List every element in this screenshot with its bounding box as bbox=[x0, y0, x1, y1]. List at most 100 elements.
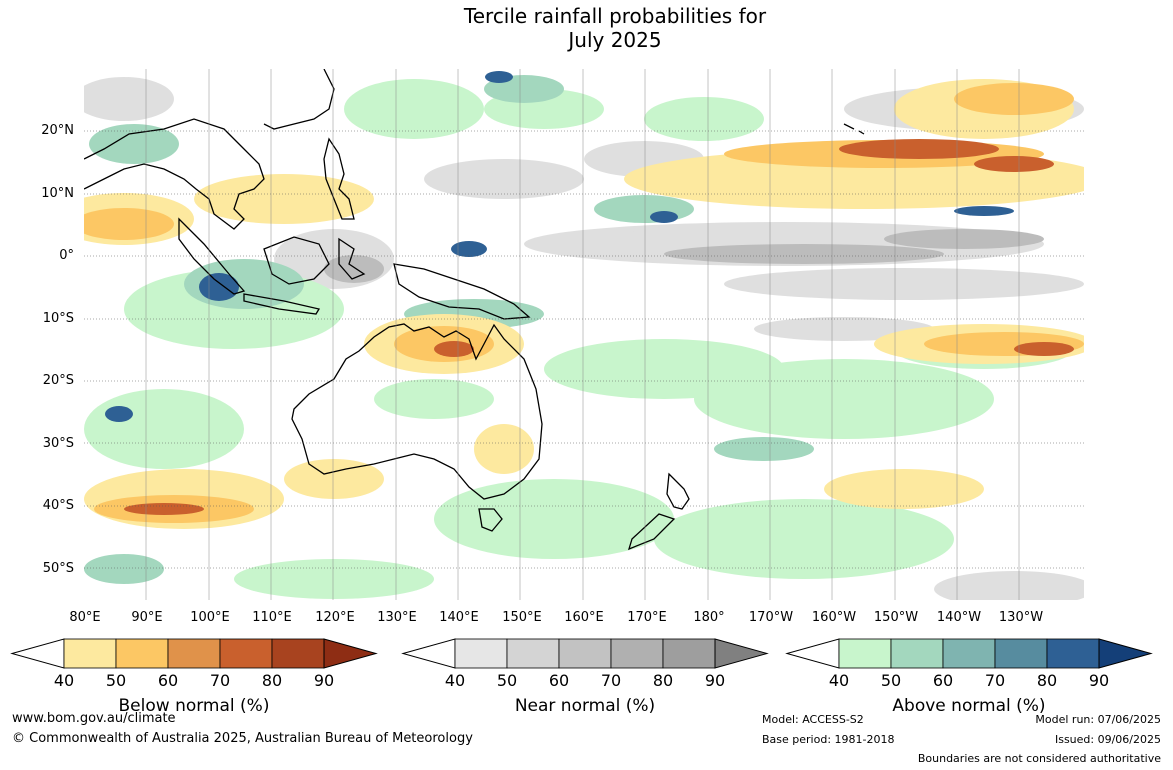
lon-label-150e: 150°E bbox=[502, 610, 542, 625]
japan-china-coastline bbox=[263, 68, 335, 130]
lon-label-130w: 130°W bbox=[998, 610, 1044, 625]
lat-label-30s: 30°S bbox=[42, 436, 74, 451]
legend-segment bbox=[610, 638, 664, 669]
lon-label-90e: 90°E bbox=[131, 610, 163, 625]
probability-map bbox=[54, 68, 1104, 607]
lat-label-20n: 20°N bbox=[41, 123, 74, 138]
borneo-coastline bbox=[263, 236, 330, 285]
map-canvas bbox=[54, 68, 1104, 607]
new-zealand-coastline bbox=[627, 472, 690, 551]
legend-max-triangle bbox=[1098, 638, 1153, 669]
legend-tick-label: 40 bbox=[829, 671, 849, 690]
legend-tick-label: 40 bbox=[54, 671, 74, 690]
legend-below-normal: 40 50 60 70 80 90 bbox=[10, 638, 378, 690]
lat-label-50s: 50°S bbox=[42, 561, 74, 576]
footer-issued: Issued: 09/06/2025 bbox=[1054, 733, 1161, 746]
legend-segment bbox=[63, 638, 117, 669]
lat-label-0: 0° bbox=[59, 248, 74, 263]
new-guinea-coastline bbox=[393, 263, 531, 320]
lat-label-20s: 20°S bbox=[42, 373, 74, 388]
legend-segment bbox=[662, 638, 716, 669]
map-title: Tercile rainfall probabilities for July … bbox=[0, 4, 1173, 52]
legend-max-triangle bbox=[714, 638, 769, 669]
lat-label-10n: 10°N bbox=[41, 186, 74, 201]
legend-segment bbox=[454, 638, 508, 669]
lon-label-150w: 150°W bbox=[873, 610, 919, 625]
lat-label-40s: 40°S bbox=[42, 498, 74, 513]
legend-below-bar: 40 50 60 70 80 90 bbox=[10, 638, 378, 690]
legend-tick-label: 90 bbox=[1089, 671, 1109, 690]
legend-tick-label: 70 bbox=[985, 671, 1005, 690]
near-normal-dark-areas bbox=[324, 229, 1044, 283]
legend-above-title: Above normal (%) bbox=[892, 696, 1046, 716]
hawaii-coastline bbox=[843, 123, 865, 135]
tasmania-coastline bbox=[478, 508, 503, 532]
lon-label-170w: 170°W bbox=[748, 610, 794, 625]
legend-tick-label: 90 bbox=[705, 671, 725, 690]
lat-label-10s: 10°S bbox=[42, 311, 74, 326]
legend-segment bbox=[167, 638, 221, 669]
australia-coastline bbox=[291, 323, 543, 500]
legend-segment bbox=[838, 638, 892, 669]
legend-segment bbox=[890, 638, 944, 669]
legend-min-triangle bbox=[401, 638, 456, 669]
title-line-1: Tercile rainfall probabilities for bbox=[463, 4, 767, 28]
lon-label-100e: 100°E bbox=[190, 610, 230, 625]
legend-segment bbox=[942, 638, 996, 669]
title-line-2: July 2025 bbox=[568, 28, 662, 52]
legend-segment bbox=[994, 638, 1048, 669]
coastlines bbox=[83, 68, 865, 551]
lon-label-170e: 170°E bbox=[627, 610, 667, 625]
legend-min-triangle bbox=[785, 638, 840, 669]
legend-tick-label: 70 bbox=[210, 671, 230, 690]
legend-tick-label: 40 bbox=[445, 671, 465, 690]
legend-segment bbox=[271, 638, 325, 669]
java-coastline bbox=[243, 293, 321, 315]
footer-model: Model: ACCESS-S2 bbox=[762, 713, 864, 726]
lon-label-180: 180° bbox=[693, 610, 725, 625]
below-normal-strong-areas bbox=[124, 139, 1074, 515]
legend-segment bbox=[1046, 638, 1100, 669]
legend-tick-label: 50 bbox=[881, 671, 901, 690]
legend-segment bbox=[558, 638, 612, 669]
legend-above-bar: 40 50 60 70 80 90 bbox=[785, 638, 1153, 690]
legend-tick-label: 80 bbox=[262, 671, 282, 690]
meridians bbox=[145, 69, 1020, 600]
legend-below-title: Below normal (%) bbox=[118, 696, 270, 716]
legend-tick-label: 60 bbox=[549, 671, 569, 690]
sulawesi-coastline bbox=[338, 237, 366, 280]
legend-tick-label: 80 bbox=[1037, 671, 1057, 690]
legend-tick-label: 50 bbox=[106, 671, 126, 690]
legend-segment bbox=[115, 638, 169, 669]
legend-tick-label: 90 bbox=[314, 671, 334, 690]
legend-tick-label: 60 bbox=[158, 671, 178, 690]
lon-label-160e: 160°E bbox=[564, 610, 604, 625]
lon-label-80e: 80°E bbox=[69, 610, 101, 625]
legend-tick-label: 80 bbox=[653, 671, 673, 690]
footer-base-period: Base period: 1981-2018 bbox=[762, 733, 895, 746]
lon-label-140e: 140°E bbox=[439, 610, 479, 625]
footer-boundaries: Boundaries are not considered authoritat… bbox=[917, 752, 1161, 765]
legend-tick-label: 70 bbox=[601, 671, 621, 690]
philippines-coastline bbox=[323, 137, 355, 220]
lon-label-110e: 110°E bbox=[252, 610, 292, 625]
legend-above-normal: 40 50 60 70 80 90 bbox=[785, 638, 1153, 690]
legend-max-triangle bbox=[323, 638, 378, 669]
sumatra-coastline bbox=[178, 217, 246, 295]
legend-min-triangle bbox=[10, 638, 65, 669]
footer-copyright: © Commonwealth of Australia 2025, Austra… bbox=[12, 731, 473, 746]
legend-near-bar: 40 50 60 70 80 90 bbox=[401, 638, 769, 690]
footer-model-run: Model run: 07/06/2025 bbox=[1035, 713, 1161, 726]
lon-label-160w: 160°W bbox=[811, 610, 857, 625]
legend-near-title: Near normal (%) bbox=[514, 696, 656, 716]
legend-near-normal: 40 50 60 70 80 90 bbox=[401, 638, 769, 690]
lon-label-140w: 140°W bbox=[936, 610, 982, 625]
legend-segment bbox=[219, 638, 273, 669]
legend-segment bbox=[506, 638, 560, 669]
footer-website: www.bom.gov.au/climate bbox=[12, 711, 176, 726]
lon-label-120e: 120°E bbox=[315, 610, 355, 625]
asia-mainland-coastline bbox=[83, 118, 265, 230]
legend-tick-label: 50 bbox=[497, 671, 517, 690]
lon-label-130e: 130°E bbox=[377, 610, 417, 625]
legend-tick-label: 60 bbox=[933, 671, 953, 690]
